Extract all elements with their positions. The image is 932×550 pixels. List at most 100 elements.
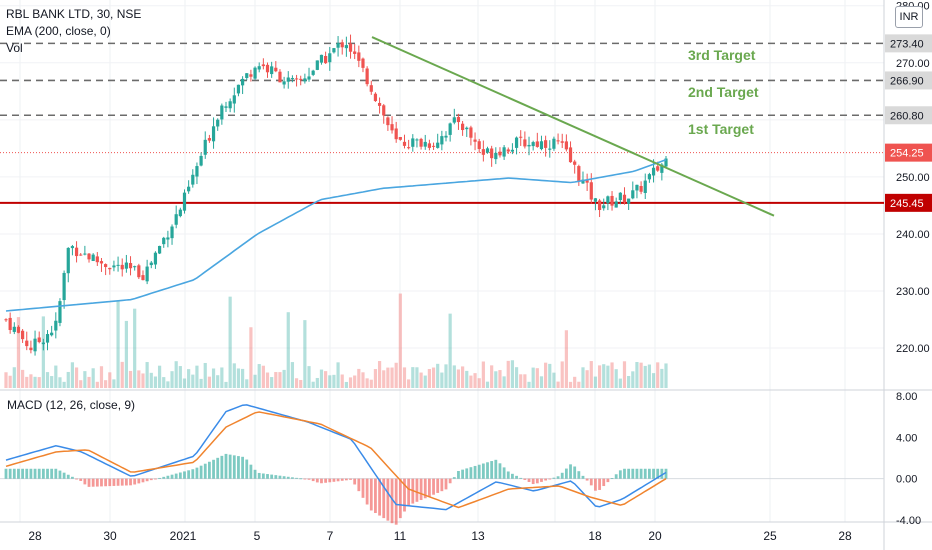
macd-histogram-bar xyxy=(357,478,361,492)
macd-histogram-bar xyxy=(178,472,182,479)
candle-body xyxy=(336,43,340,48)
volume-bar xyxy=(261,365,265,388)
volume-bar xyxy=(149,372,153,388)
macd-histogram-bar xyxy=(531,478,535,485)
macd-legend: MACD (12, 26, close, 9) xyxy=(7,398,136,412)
macd-histogram-bar xyxy=(120,478,124,486)
macd-histogram-bar xyxy=(266,474,269,479)
macd-histogram-bar xyxy=(556,476,560,479)
currency-button[interactable]: INR xyxy=(895,6,923,28)
volume-bar xyxy=(145,362,149,388)
volume-bar xyxy=(324,371,328,388)
candle-body xyxy=(4,319,8,321)
candle-body xyxy=(461,123,465,131)
volume-bar xyxy=(394,362,398,388)
volume-bar xyxy=(232,363,236,388)
candle-body xyxy=(602,205,606,209)
candle-body xyxy=(249,74,253,77)
volume-bar xyxy=(473,373,477,388)
volume-bar xyxy=(519,374,523,388)
macd-line xyxy=(5,404,667,511)
candle-body xyxy=(353,51,357,54)
macd-histogram-bar xyxy=(199,465,203,479)
legend-ema: EMA (200, close, 0) xyxy=(6,24,111,38)
last-price-tag-bg xyxy=(885,143,932,162)
macd-histogram-bar xyxy=(573,466,577,479)
trendline xyxy=(371,36,775,217)
macd-histogram-bar xyxy=(585,478,589,481)
volume-bar xyxy=(606,365,610,388)
macd-histogram-bar xyxy=(232,455,236,479)
macd-histogram-bar xyxy=(320,478,323,484)
candle-body xyxy=(41,342,45,345)
macd-histogram-bar xyxy=(610,478,614,479)
candle-body xyxy=(402,141,407,146)
candle-body xyxy=(618,192,622,201)
candle-body xyxy=(452,117,456,123)
volume-bar xyxy=(556,381,560,388)
candle-body xyxy=(527,144,531,147)
candle-body xyxy=(531,142,535,147)
macd-histogram-bar xyxy=(631,468,635,479)
volume-bar xyxy=(99,366,104,388)
candle-body xyxy=(581,179,585,184)
candle-body xyxy=(477,141,481,149)
candle-body xyxy=(174,214,178,225)
macd-histogram-bar xyxy=(427,478,431,497)
macd-histogram-bar xyxy=(291,477,294,479)
legend: RBL BANK LTD, 30, NSE EMA (200, close, 0… xyxy=(6,6,141,57)
time-tick-label: 18 xyxy=(588,529,602,543)
macd-histogram-bar xyxy=(66,474,70,479)
volume-bar xyxy=(91,368,95,388)
macd-histogram-bar xyxy=(282,476,286,479)
volume-bar xyxy=(178,366,182,388)
candle-body xyxy=(328,53,332,63)
macd-histogram-bar xyxy=(187,470,191,479)
macd-histogram-bar xyxy=(220,455,224,479)
candle-body xyxy=(319,54,324,63)
macd-histogram-bar xyxy=(71,476,74,479)
ema-line xyxy=(5,159,667,312)
candle-body xyxy=(303,78,307,82)
candle-body xyxy=(54,320,58,331)
volume-bar xyxy=(535,368,539,388)
volume-bar xyxy=(315,377,319,388)
legend-symbol: RBL BANK LTD, 30, NSE xyxy=(6,7,142,21)
volume-bar xyxy=(8,375,12,388)
time-tick-label: 7 xyxy=(327,529,334,543)
macd-histogram-bar xyxy=(112,478,116,486)
macd-histogram-bar xyxy=(569,464,572,479)
macd-histogram-bar xyxy=(494,459,498,479)
candle-body xyxy=(45,334,50,343)
macd-histogram-bar xyxy=(535,478,539,484)
time-tick-label: 25 xyxy=(763,529,777,543)
candle-body xyxy=(519,136,523,138)
volume-bar xyxy=(494,371,498,388)
volume-bar xyxy=(332,374,336,388)
candle-body xyxy=(444,135,448,138)
volume-bar xyxy=(353,375,357,388)
volume-bar xyxy=(29,374,33,388)
volume-bar xyxy=(593,376,598,388)
volume-bar xyxy=(427,368,431,388)
candle-body xyxy=(124,262,128,269)
candle-body xyxy=(469,127,473,138)
macd-histogram-bar xyxy=(581,475,585,479)
volume-bar xyxy=(502,376,506,388)
candle-body xyxy=(216,119,220,127)
macd-histogram-bar xyxy=(423,478,427,499)
candle-body xyxy=(8,317,12,331)
candle-body xyxy=(33,338,37,352)
volume-bar xyxy=(523,374,527,388)
candle-body xyxy=(535,141,539,147)
macd-histogram-bar xyxy=(407,478,411,506)
macd-histogram-bar xyxy=(46,468,49,479)
macd-histogram-bar xyxy=(643,468,647,479)
candle-body xyxy=(386,117,390,126)
macd-histogram-bar xyxy=(154,478,157,480)
macd-histogram-bar xyxy=(12,468,16,479)
macd-histogram-bar xyxy=(37,468,41,479)
candle-body xyxy=(66,247,70,274)
macd-histogram-bar xyxy=(374,478,377,514)
